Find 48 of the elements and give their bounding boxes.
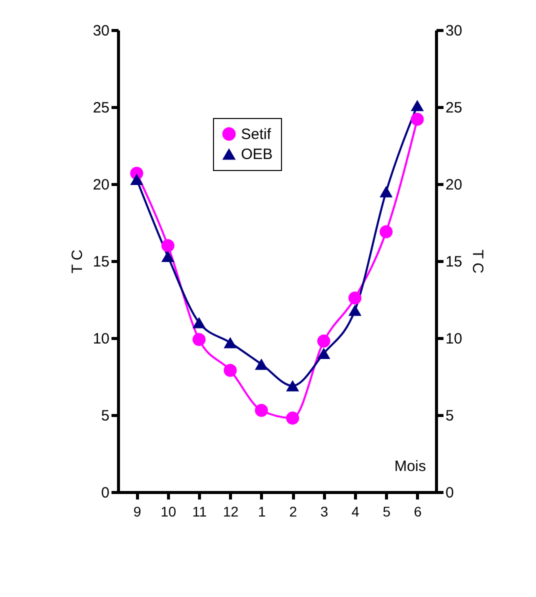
point	[286, 380, 300, 392]
y2-tick-label: 15	[446, 254, 462, 270]
x-tick-label: 5	[382, 504, 391, 520]
y2-tick-label: 20	[446, 176, 462, 194]
point	[130, 174, 144, 186]
legend-label: OEB	[241, 146, 273, 163]
point	[286, 412, 300, 425]
point	[224, 336, 237, 348]
y-tick-label: 0	[101, 484, 110, 502]
y-tick-label: 10	[92, 330, 110, 348]
y-tick-label: 20	[92, 176, 110, 194]
point	[192, 316, 206, 328]
x-tick-label: 12	[222, 504, 239, 520]
point	[192, 333, 206, 346]
y2-tick-label: 30	[446, 22, 462, 40]
point	[254, 404, 268, 417]
y2-tick-label: 10	[446, 330, 462, 348]
point	[348, 304, 362, 316]
y2-axis-title: T C	[469, 250, 486, 274]
legend-label: Setif	[241, 126, 272, 143]
y-tick-label: 30	[92, 22, 110, 40]
y-axis-title: T C	[68, 249, 86, 274]
point	[161, 239, 174, 252]
x-tick-label: 2	[289, 504, 298, 520]
point	[348, 291, 362, 304]
point	[317, 348, 330, 360]
y-tick-label: 15	[92, 254, 110, 270]
point	[380, 186, 393, 198]
annotation: Mois	[394, 458, 426, 475]
x-tick-label: 4	[352, 504, 360, 520]
x-tick-label: 1	[258, 504, 266, 520]
x-tick-label: 10	[160, 504, 176, 520]
y2-tick-label: 5	[446, 408, 454, 424]
y2-tick-label: 0	[446, 484, 454, 502]
x-tick-label: 6	[414, 504, 422, 520]
point	[317, 334, 330, 348]
point	[224, 364, 237, 377]
y-tick-label: 5	[101, 408, 110, 424]
point	[254, 358, 268, 370]
x-tick-label: 11	[192, 504, 208, 520]
point	[380, 225, 393, 238]
point	[161, 250, 174, 262]
x-tick-label: 3	[320, 504, 328, 520]
point	[410, 100, 424, 112]
x-tick-label: 9	[133, 504, 142, 520]
y2-tick-label: 25	[446, 100, 462, 116]
point	[410, 112, 424, 126]
y-tick-label: 25	[92, 100, 110, 116]
